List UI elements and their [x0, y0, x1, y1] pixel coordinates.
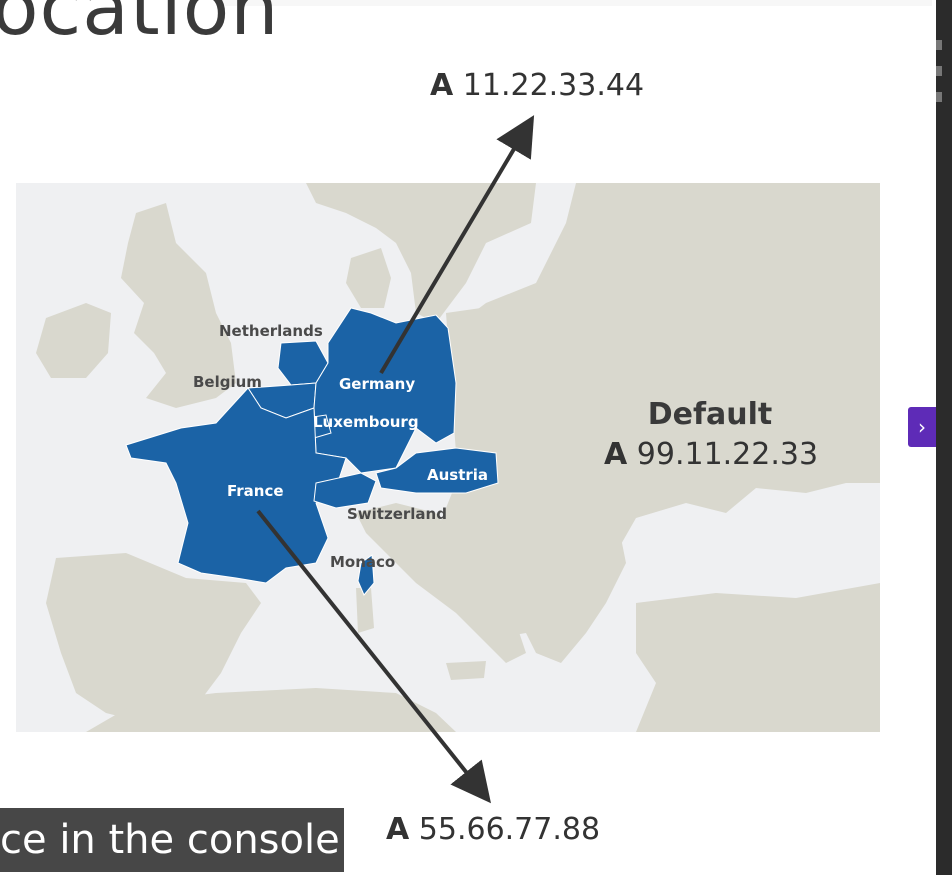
- label-belgium: Belgium: [193, 373, 262, 391]
- default-ip-line: A 99.11.22.33: [604, 434, 819, 476]
- label-france: France: [227, 482, 284, 500]
- sidebar-tick: [936, 66, 942, 76]
- land-ireland: [36, 303, 111, 378]
- record-bottom-ip: 55.66.77.88: [418, 812, 601, 847]
- land-sicily: [446, 661, 486, 680]
- black-sea: [656, 518, 806, 593]
- default-type: A: [604, 437, 628, 472]
- sidebar-tick: [936, 92, 942, 102]
- subtitle-caption: ce in the console.: [0, 808, 344, 872]
- right-sidebar: [936, 0, 952, 875]
- land-iberia: [46, 553, 261, 723]
- slide-title: ocation: [0, 0, 280, 52]
- chevron-right-icon[interactable]: ›: [908, 407, 936, 447]
- country-austria: [375, 447, 499, 494]
- record-bottom: A 55.66.77.88: [386, 812, 600, 847]
- country-switzerland: [313, 472, 377, 509]
- default-record: Default A 99.11.22.33: [604, 396, 819, 476]
- record-bottom-type: A: [386, 812, 410, 847]
- label-austria: Austria: [427, 466, 488, 484]
- default-ip: 99.11.22.33: [636, 437, 819, 472]
- label-monaco: Monaco: [330, 553, 395, 571]
- label-germany: Germany: [339, 375, 415, 393]
- sidebar-tick: [936, 40, 942, 50]
- land-balkans: [476, 493, 626, 663]
- default-title: Default: [647, 397, 773, 432]
- land-turkey: [636, 583, 880, 732]
- land-uk: [121, 203, 236, 408]
- label-luxembourg: Luxembourg: [313, 413, 419, 431]
- record-top-ip: 11.22.33.44: [462, 68, 645, 103]
- label-netherlands: Netherlands: [219, 322, 323, 340]
- label-switzerland: Switzerland: [347, 505, 447, 523]
- land-sardinia: [356, 588, 374, 633]
- top-divider: [220, 0, 932, 6]
- record-top-type: A: [430, 68, 454, 103]
- record-top: A 11.22.33.44: [430, 68, 644, 103]
